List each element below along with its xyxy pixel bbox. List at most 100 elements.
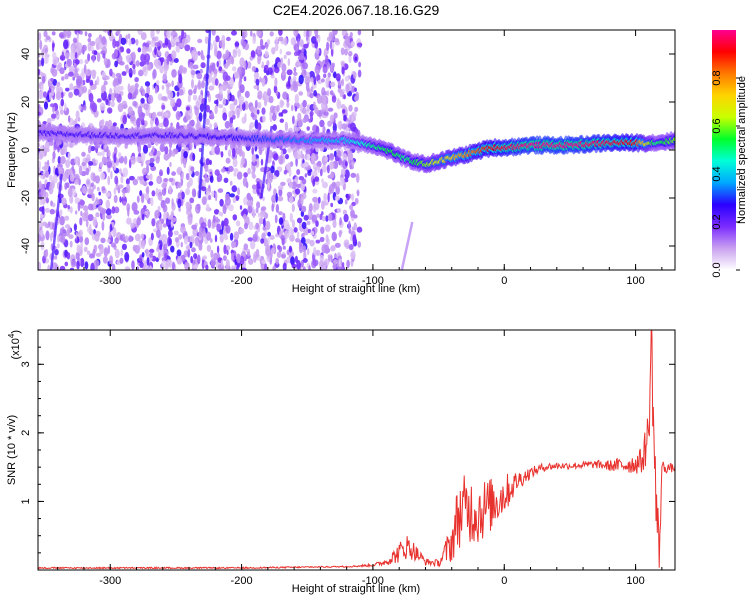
spectrogram-noise-cell (171, 80, 174, 87)
spectrogram-noise-cell (113, 153, 117, 164)
spectrogram-noise-cell (132, 100, 138, 107)
spectrogram-noise-cell (224, 120, 231, 129)
spectrogram-noise-cell (325, 234, 329, 243)
spectrogram-noise-cell (95, 37, 101, 45)
spectrogram-noise-cell (267, 237, 270, 246)
spectrogram-noise-cell (278, 112, 282, 117)
spectrogram-noise-cell (196, 72, 203, 80)
spectrogram-noise-cell (96, 52, 101, 63)
spectrogram-noise-cell (209, 123, 213, 129)
spectrogram-noise-cell (325, 215, 329, 222)
spectrogram-y-axis-label: Frequency (Hz) (6, 112, 18, 188)
spectrogram-noise-cell (283, 54, 287, 60)
spectrogram-noise-cell (305, 82, 310, 92)
spectrogram-noise-cell (263, 237, 268, 247)
spectrogram-noise-cell (251, 147, 254, 155)
spectrogram-noise-cell (124, 251, 130, 262)
spectrogram-noise-cell (73, 88, 80, 96)
spectrogram-noise-cell (239, 103, 243, 112)
spectrogram-noise-cell (207, 218, 212, 229)
spectrogram-noise-cell (43, 101, 49, 110)
spectrogram-noise-cell (41, 57, 45, 67)
spectrogram-noise-cell (202, 233, 207, 238)
spectrogram-noise-cell (302, 62, 308, 70)
spectrogram-noise-cell (276, 104, 280, 112)
spectrogram-streak (49, 173, 63, 270)
spectrogram-noise-cell (312, 104, 317, 110)
spectrogram-noise-cell (330, 81, 336, 88)
spectrogram-noise-cell (341, 66, 345, 75)
spectrogram-noise-cell (222, 255, 227, 261)
spectrogram-noise-cell (51, 87, 55, 97)
spectrogram-noise-cell (227, 93, 230, 101)
spectrogram-noise-cell (350, 40, 355, 48)
spectrogram-noise-cell (218, 66, 222, 72)
spectrogram-noise-cell (134, 233, 141, 242)
spectrogram-noise-cell (83, 205, 89, 212)
spectrogram-noise-cell (85, 178, 91, 188)
spectrogram-noise-cell (309, 110, 314, 117)
spectrogram-noise-cell (278, 188, 283, 197)
spectrogram-noise-cell (113, 194, 118, 204)
spectrogram-noise-cell (233, 71, 240, 79)
spectrogram-noise-cell (218, 104, 224, 109)
spectrogram-noise-cell (222, 71, 229, 82)
spectrogram-noise-cell (87, 53, 91, 62)
spectrogram-noise-cell (38, 59, 42, 67)
spectrogram-noise-cell (68, 234, 74, 240)
spectrogram-noise-cell (159, 143, 165, 153)
spectrogram-noise-cell (282, 262, 287, 270)
spectrogram-y-ticks: -40 -20 0 20 40 (20, 29, 675, 271)
spectrogram-noise-cell (163, 112, 169, 117)
spectrogram-noise-cell (137, 105, 143, 116)
spectrogram-noise-cell (242, 40, 247, 48)
spectrogram-noise-cell (277, 185, 284, 191)
spectrogram-noise-cell (181, 172, 184, 180)
spectrogram-noise-cell (116, 30, 121, 35)
spectrogram-noise-cell (140, 207, 146, 218)
spectrogram-noise-cell (338, 230, 342, 238)
spectrogram-noise-cell (44, 55, 49, 65)
spectrogram-noise-cell (52, 151, 56, 160)
spectrogram-noise-cell (140, 32, 147, 41)
spectrogram-noise-cell (354, 197, 359, 205)
spectrogram-noise-cell (42, 75, 46, 84)
spectrogram-noise-cell (309, 30, 312, 37)
spectrogram-noise-cell (317, 196, 321, 204)
spectrogram-noise-cell (215, 216, 219, 223)
spectrogram-noise-cell (211, 30, 216, 36)
spectrogram-noise-cell (135, 39, 139, 46)
spectrogram-noise-cell (126, 48, 131, 54)
spectrogram-noise-cell (166, 166, 170, 175)
spectrogram-noise-cell (334, 242, 341, 248)
spectrogram-noise-cell (98, 191, 101, 196)
colorbar-ticks: 0.0 0.2 0.4 0.6 0.8 (711, 70, 740, 278)
spectrogram-noise-cell (211, 146, 216, 156)
spectrogram-noise-cell (270, 165, 275, 174)
spectrogram-noise-cell (252, 36, 257, 45)
spectrogram-noise-cell (334, 195, 340, 201)
spectrogram-noise-cell (275, 258, 280, 265)
spectrogram-noise-cell (268, 96, 274, 104)
spectrogram-noise-cell (84, 59, 89, 65)
spectrogram-noise-cell (39, 229, 44, 237)
spectrogram-noise-cell (224, 197, 231, 206)
spectrogram-noise-cell (222, 112, 228, 121)
spectrogram-noise-cell (123, 155, 128, 165)
spectrogram-noise-cell (108, 230, 112, 239)
spectrogram-x-tick-label: -100 (362, 275, 384, 287)
spectrogram-noise-cell (225, 157, 231, 164)
spectrogram-noise-cell (60, 98, 65, 107)
spectrogram-noise-cell (144, 93, 150, 98)
spectrogram-noise-cell (180, 226, 186, 234)
spectrogram-noise-cell (324, 156, 329, 162)
spectrogram-noise-cell (96, 186, 100, 192)
spectrogram-noise-cell (172, 261, 175, 270)
spectrogram-noise-cell (319, 254, 324, 262)
spectrogram-noise-cell (333, 38, 340, 43)
spectrogram-noise-cell (225, 224, 231, 234)
figure-title: C2E4.2026.067.18.16.G29 (273, 2, 440, 18)
spectrogram-noise-cell (216, 245, 220, 254)
spectrogram-noise-cell (85, 78, 90, 84)
spectrogram-noise-cell (205, 264, 209, 270)
